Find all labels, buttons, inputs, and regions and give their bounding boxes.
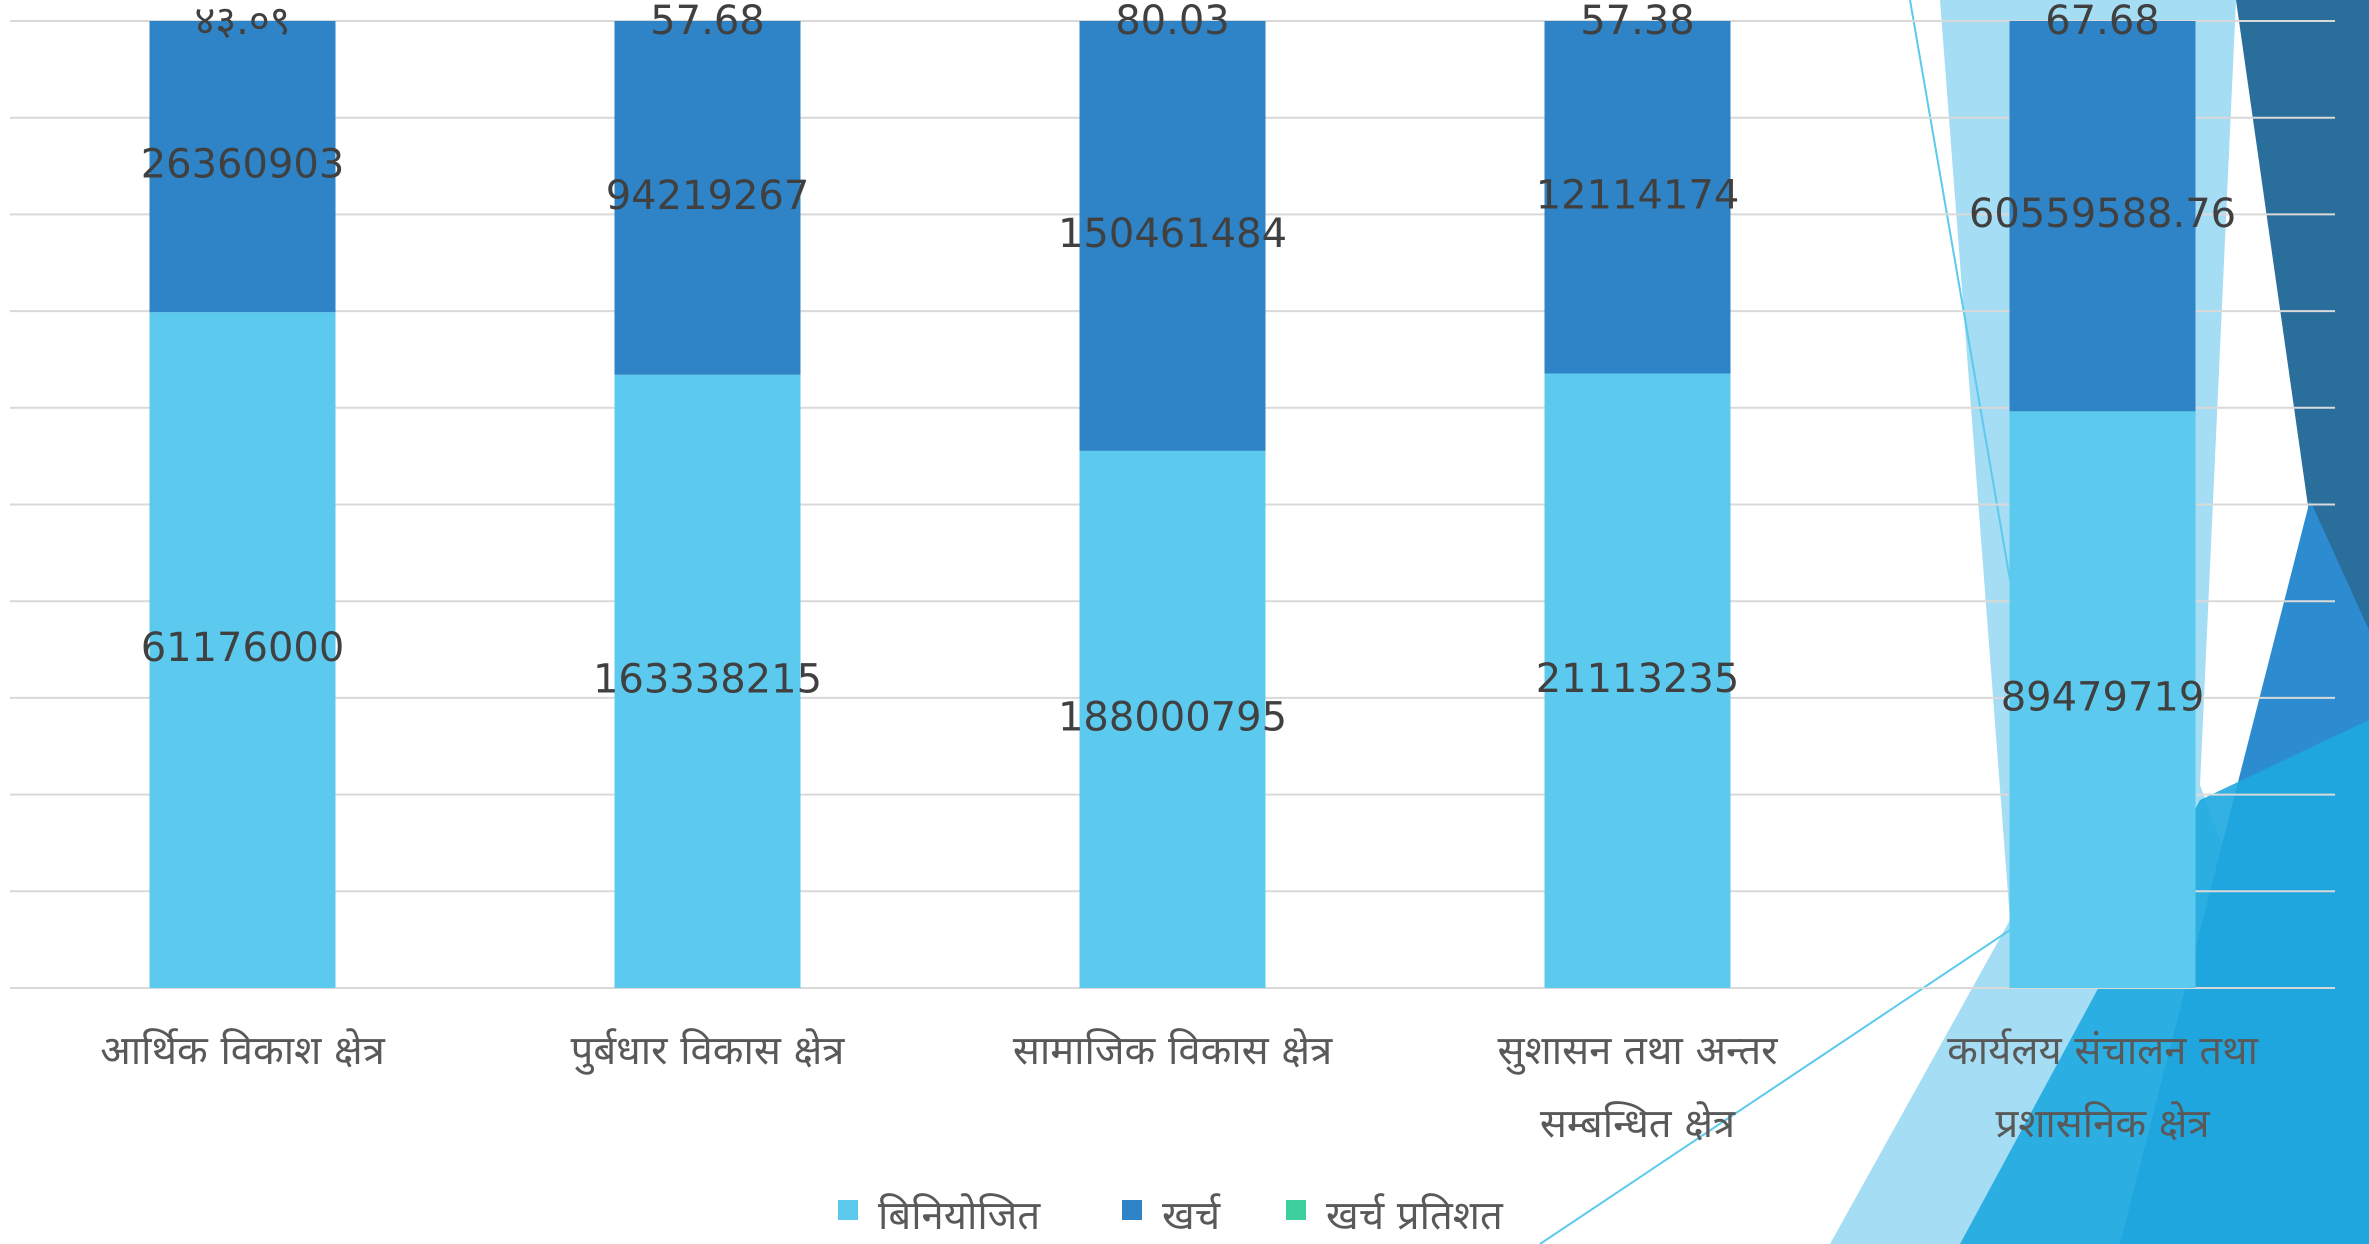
bar-segment bbox=[1079, 21, 1266, 451]
bar-segment bbox=[614, 21, 801, 375]
data-label: 57.68 bbox=[650, 0, 765, 44]
x-tick-label: पुर्बधार विकास क्षेत्र bbox=[571, 1028, 846, 1075]
legend-swatch bbox=[1286, 1200, 1306, 1220]
bar-segment bbox=[1544, 373, 1731, 988]
bar-segment bbox=[2009, 21, 2196, 412]
data-label: 80.03 bbox=[1115, 0, 1230, 44]
bar-segment bbox=[149, 312, 336, 989]
data-label: 61176000 bbox=[141, 625, 345, 671]
data-label: 163338215 bbox=[593, 656, 822, 702]
data-label: 89479719 bbox=[2001, 675, 2205, 721]
x-tick-label: प्रशासनिक क्षेत्र bbox=[1995, 1101, 2210, 1147]
x-tick-label: सामाजिक विकास क्षेत्र bbox=[1013, 1028, 1333, 1074]
x-tick-label: सम्बन्धित क्षेत्र bbox=[1540, 1101, 1736, 1147]
data-label: ४३.०९ bbox=[195, 0, 291, 44]
data-label: 188000795 bbox=[1058, 694, 1287, 740]
bar-segment bbox=[1079, 450, 1266, 988]
x-tick-label: आर्थिक विकाश क्षेत्र bbox=[100, 1028, 386, 1074]
data-label: 21113235 bbox=[1536, 656, 1740, 702]
data-label: 26360903 bbox=[141, 142, 345, 188]
legend-swatch bbox=[838, 1200, 858, 1220]
legend-swatch bbox=[1122, 1200, 1142, 1220]
data-label: 67.68 bbox=[2045, 0, 2160, 44]
legend-label: खर्च bbox=[1162, 1193, 1221, 1239]
legend-label: खर्च प्रतिशत bbox=[1326, 1193, 1504, 1239]
bar-segment bbox=[1544, 21, 1731, 374]
legend-label: बिनियोजित bbox=[878, 1193, 1041, 1239]
data-label: 57.38 bbox=[1580, 0, 1695, 44]
data-label: 94219267 bbox=[606, 173, 810, 219]
bar-segment bbox=[614, 374, 801, 988]
plot-area: 61176000 26360903 ४३.०९ आर्थिक विकाश क्षेत्… bbox=[10, 0, 2335, 1239]
bar-segment bbox=[2009, 411, 2196, 989]
data-label: 60559588.76 bbox=[1969, 191, 2236, 237]
x-tick-label: कार्यलय संचालन तथा bbox=[1947, 1028, 2259, 1074]
data-label: 12114174 bbox=[1536, 172, 1740, 218]
x-tick-label: सुशासन तथा अन्तर bbox=[1497, 1028, 1778, 1075]
data-label: 150461484 bbox=[1058, 211, 1287, 257]
bar-segment bbox=[149, 21, 336, 313]
